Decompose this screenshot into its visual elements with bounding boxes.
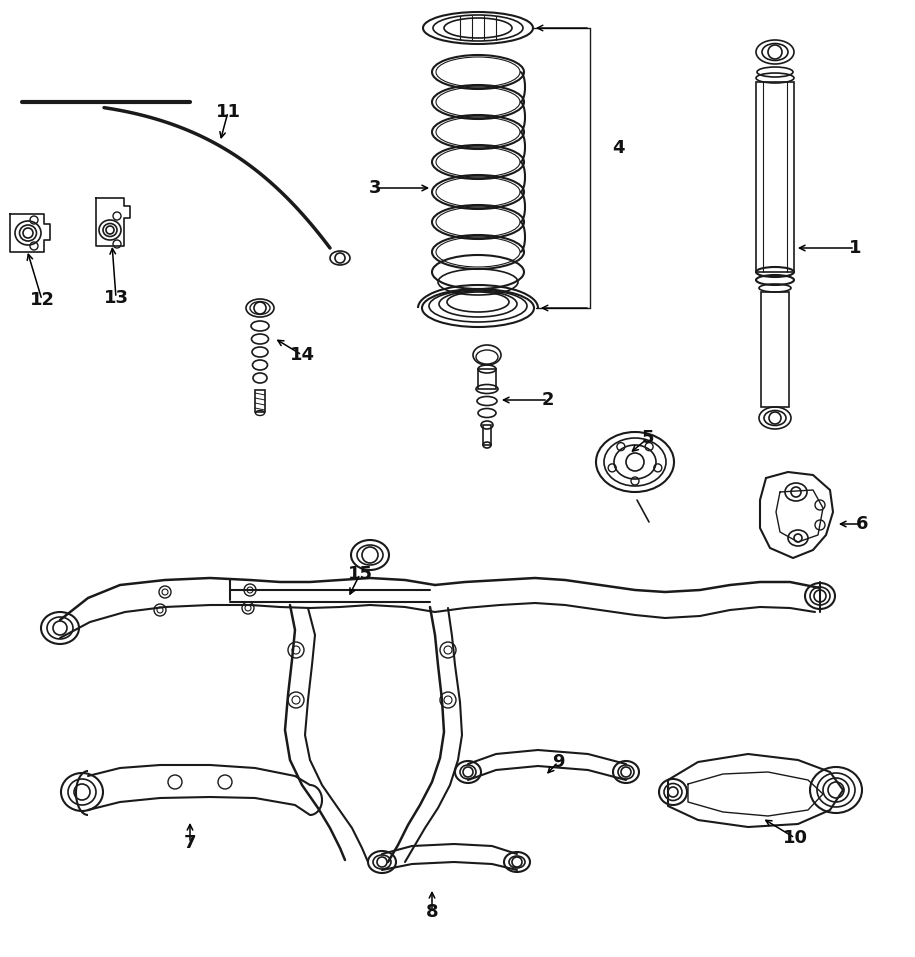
Text: 13: 13 xyxy=(103,289,128,307)
Bar xyxy=(483,425,491,445)
Text: 14: 14 xyxy=(289,346,315,364)
Text: 11: 11 xyxy=(216,103,241,121)
Text: 9: 9 xyxy=(552,753,565,771)
Bar xyxy=(255,390,265,412)
Text: 15: 15 xyxy=(348,565,372,583)
Text: 8: 8 xyxy=(425,903,438,921)
Text: 12: 12 xyxy=(29,291,55,309)
Text: 1: 1 xyxy=(849,239,861,257)
Text: 5: 5 xyxy=(641,429,654,447)
Bar xyxy=(756,82,794,272)
Bar xyxy=(761,292,789,407)
Text: 7: 7 xyxy=(184,834,196,852)
Text: 2: 2 xyxy=(542,391,554,409)
Text: 6: 6 xyxy=(856,515,868,533)
Text: 4: 4 xyxy=(612,139,624,157)
Bar xyxy=(478,369,496,389)
Text: 3: 3 xyxy=(369,179,382,197)
Text: 10: 10 xyxy=(782,829,808,847)
